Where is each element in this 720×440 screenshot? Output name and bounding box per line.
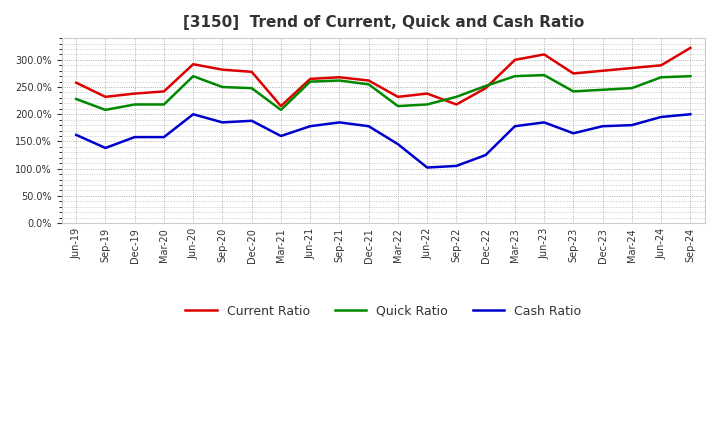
- Quick Ratio: [452, 94, 461, 99]
- Quick Ratio: [160, 102, 168, 107]
- Cash Ratio: [628, 122, 636, 128]
- Current Ratio: [248, 69, 256, 74]
- Current Ratio: [306, 76, 315, 81]
- Current Ratio: [569, 71, 577, 76]
- Cash Ratio: [540, 120, 549, 125]
- Current Ratio: [657, 62, 665, 68]
- Quick Ratio: [101, 107, 109, 113]
- Cash Ratio: [130, 135, 139, 140]
- Quick Ratio: [306, 79, 315, 84]
- Current Ratio: [218, 67, 227, 72]
- Cash Ratio: [276, 133, 285, 139]
- Line: Cash Ratio: Cash Ratio: [76, 114, 690, 168]
- Current Ratio: [101, 94, 109, 99]
- Cash Ratio: [306, 124, 315, 129]
- Current Ratio: [364, 78, 373, 83]
- Current Ratio: [686, 45, 695, 51]
- Cash Ratio: [510, 124, 519, 129]
- Current Ratio: [394, 94, 402, 99]
- Cash Ratio: [423, 165, 431, 170]
- Quick Ratio: [335, 78, 343, 83]
- Cash Ratio: [189, 112, 197, 117]
- Cash Ratio: [452, 163, 461, 169]
- Quick Ratio: [628, 85, 636, 91]
- Current Ratio: [540, 52, 549, 57]
- Cash Ratio: [657, 114, 665, 120]
- Quick Ratio: [72, 96, 81, 102]
- Current Ratio: [160, 89, 168, 94]
- Quick Ratio: [218, 84, 227, 90]
- Quick Ratio: [598, 87, 607, 92]
- Current Ratio: [452, 102, 461, 107]
- Cash Ratio: [686, 112, 695, 117]
- Cash Ratio: [248, 118, 256, 123]
- Quick Ratio: [276, 107, 285, 113]
- Current Ratio: [482, 85, 490, 91]
- Cash Ratio: [569, 131, 577, 136]
- Cash Ratio: [101, 145, 109, 150]
- Cash Ratio: [335, 120, 343, 125]
- Current Ratio: [189, 62, 197, 67]
- Quick Ratio: [423, 102, 431, 107]
- Title: [3150]  Trend of Current, Quick and Cash Ratio: [3150] Trend of Current, Quick and Cash …: [183, 15, 584, 30]
- Current Ratio: [510, 57, 519, 62]
- Quick Ratio: [130, 102, 139, 107]
- Cash Ratio: [394, 142, 402, 147]
- Quick Ratio: [657, 75, 665, 80]
- Quick Ratio: [540, 73, 549, 78]
- Quick Ratio: [364, 82, 373, 87]
- Current Ratio: [423, 91, 431, 96]
- Line: Current Ratio: Current Ratio: [76, 48, 690, 106]
- Cash Ratio: [218, 120, 227, 125]
- Current Ratio: [72, 80, 81, 85]
- Cash Ratio: [72, 132, 81, 138]
- Current Ratio: [598, 68, 607, 73]
- Quick Ratio: [686, 73, 695, 79]
- Current Ratio: [335, 75, 343, 80]
- Quick Ratio: [510, 73, 519, 79]
- Quick Ratio: [569, 89, 577, 94]
- Cash Ratio: [598, 124, 607, 129]
- Current Ratio: [276, 103, 285, 109]
- Current Ratio: [628, 66, 636, 71]
- Cash Ratio: [160, 135, 168, 140]
- Quick Ratio: [394, 103, 402, 109]
- Cash Ratio: [364, 124, 373, 129]
- Line: Quick Ratio: Quick Ratio: [76, 75, 690, 110]
- Quick Ratio: [248, 85, 256, 91]
- Quick Ratio: [482, 83, 490, 88]
- Current Ratio: [130, 91, 139, 96]
- Quick Ratio: [189, 73, 197, 79]
- Legend: Current Ratio, Quick Ratio, Cash Ratio: Current Ratio, Quick Ratio, Cash Ratio: [181, 300, 586, 323]
- Cash Ratio: [482, 152, 490, 158]
